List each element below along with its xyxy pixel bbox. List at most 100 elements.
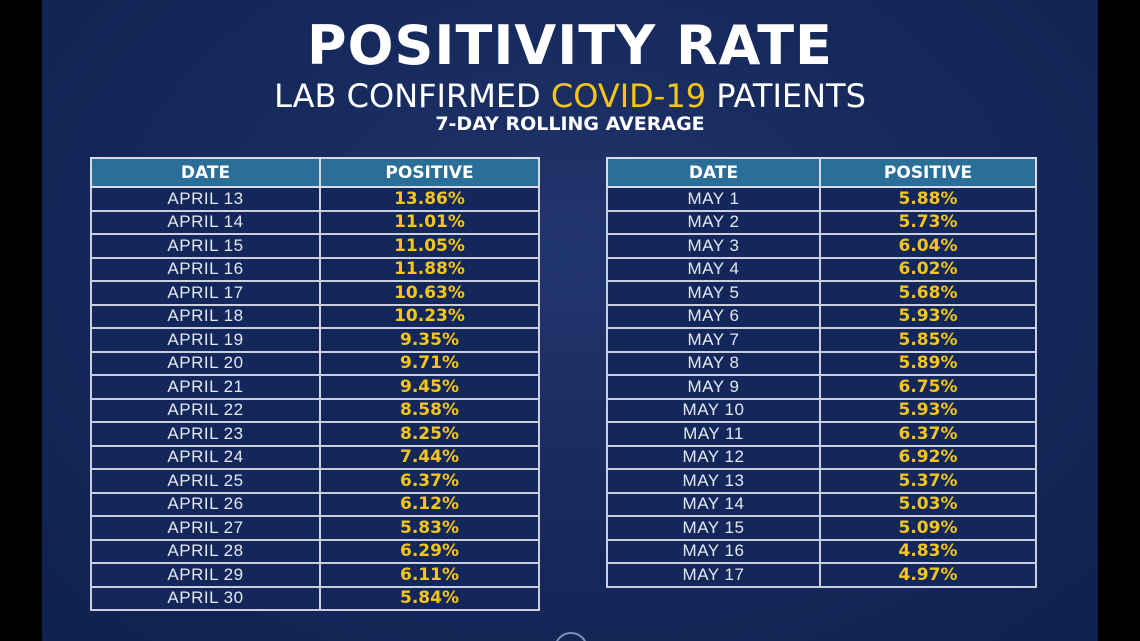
table-row: APRIL 30 5.84% xyxy=(90,585,540,611)
subtitle-highlight: COVID-19 xyxy=(550,77,707,115)
table-row: APRIL 23 8.25% xyxy=(90,421,540,447)
table-row: APRIL 20 9.71% xyxy=(90,350,540,376)
positive-rate-cell: 11.05% xyxy=(319,233,540,259)
positive-rate-cell: 6.37% xyxy=(819,421,1037,447)
positive-rate-cell: 6.37% xyxy=(319,468,540,494)
table-row: APRIL 17 10.63% xyxy=(90,280,540,306)
table-row: MAY 15 5.09% xyxy=(606,515,1037,541)
positive-rate-cell: 5.93% xyxy=(819,397,1037,423)
table-row: MAY 10 5.93% xyxy=(606,397,1037,423)
table-row: APRIL 16 11.88% xyxy=(90,256,540,282)
date-cell: MAY 4 xyxy=(606,256,821,282)
column-header-positive: POSITIVE xyxy=(819,157,1037,188)
date-cell: APRIL 15 xyxy=(90,233,321,259)
table-row: MAY 5 5.68% xyxy=(606,280,1037,306)
date-cell: APRIL 20 xyxy=(90,350,321,376)
date-cell: APRIL 30 xyxy=(90,585,321,611)
date-cell: MAY 17 xyxy=(606,562,821,588)
positive-rate-cell: 6.04% xyxy=(819,233,1037,259)
date-cell: MAY 6 xyxy=(606,303,821,329)
table-row: MAY 3 6.04% xyxy=(606,233,1037,259)
positive-rate-cell: 5.84% xyxy=(319,585,540,611)
subtitle-rolling-average: 7-DAY ROLLING AVERAGE xyxy=(435,113,705,135)
date-cell: MAY 14 xyxy=(606,491,821,517)
positive-rate-cell: 9.35% xyxy=(319,327,540,353)
date-cell: MAY 3 xyxy=(606,233,821,259)
positive-rate-cell: 5.93% xyxy=(819,303,1037,329)
positive-rate-cell: 5.68% xyxy=(819,280,1037,306)
table-row: APRIL 21 9.45% xyxy=(90,374,540,400)
date-cell: MAY 12 xyxy=(606,444,821,470)
date-cell: MAY 2 xyxy=(606,209,821,235)
column-header-date: DATE xyxy=(90,157,321,188)
table-row: MAY 14 5.03% xyxy=(606,491,1037,517)
positive-rate-cell: 4.97% xyxy=(819,562,1037,588)
table-row: APRIL 26 6.12% xyxy=(90,491,540,517)
date-cell: APRIL 19 xyxy=(90,327,321,353)
date-cell: MAY 5 xyxy=(606,280,821,306)
positive-rate-cell: 11.88% xyxy=(319,256,540,282)
date-cell: APRIL 26 xyxy=(90,491,321,517)
table-row: MAY 16 4.83% xyxy=(606,538,1037,564)
table-row: APRIL 24 7.44% xyxy=(90,444,540,470)
positive-rate-cell: 5.85% xyxy=(819,327,1037,353)
logo-circle-icon xyxy=(554,632,588,641)
positive-rate-cell: 5.88% xyxy=(819,186,1037,212)
positive-rate-cell: 11.01% xyxy=(319,209,540,235)
date-cell: MAY 10 xyxy=(606,397,821,423)
date-cell: APRIL 27 xyxy=(90,515,321,541)
table-row: APRIL 29 6.11% xyxy=(90,562,540,588)
positive-rate-cell: 9.45% xyxy=(319,374,540,400)
date-cell: MAY 9 xyxy=(606,374,821,400)
date-cell: APRIL 17 xyxy=(90,280,321,306)
page-title: POSITIVITY RATE xyxy=(307,14,833,77)
positive-rate-cell: 8.25% xyxy=(319,421,540,447)
table-row: MAY 17 4.97% xyxy=(606,562,1037,588)
table-row: APRIL 28 6.29% xyxy=(90,538,540,564)
date-cell: APRIL 21 xyxy=(90,374,321,400)
date-cell: MAY 1 xyxy=(606,186,821,212)
positive-rate-cell: 6.29% xyxy=(319,538,540,564)
april-table-body: APRIL 13 13.86% APRIL 14 11.01% APRIL 15 11.0… xyxy=(90,186,540,611)
date-cell: MAY 7 xyxy=(606,327,821,353)
table-row: MAY 6 5.93% xyxy=(606,303,1037,329)
positive-rate-cell: 6.92% xyxy=(819,444,1037,470)
table-row: MAY 8 5.89% xyxy=(606,350,1037,376)
positive-rate-cell: 5.09% xyxy=(819,515,1037,541)
table-row: MAY 13 5.37% xyxy=(606,468,1037,494)
table-row: MAY 2 5.73% xyxy=(606,209,1037,235)
positive-rate-cell: 5.37% xyxy=(819,468,1037,494)
positive-rate-cell: 10.63% xyxy=(319,280,540,306)
positive-rate-cell: 4.83% xyxy=(819,538,1037,564)
subtitle: LAB CONFIRMED COVID-19 PATIENTS xyxy=(42,76,1098,116)
table-row: MAY 9 6.75% xyxy=(606,374,1037,400)
date-cell: APRIL 13 xyxy=(90,186,321,212)
date-cell: APRIL 29 xyxy=(90,562,321,588)
table-row: APRIL 13 13.86% xyxy=(90,186,540,212)
subtitle-prefix: LAB CONFIRMED xyxy=(274,77,541,115)
subtitle-suffix: PATIENTS xyxy=(716,77,866,115)
date-cell: MAY 15 xyxy=(606,515,821,541)
table-row: APRIL 27 5.83% xyxy=(90,515,540,541)
column-header-positive: POSITIVE xyxy=(319,157,540,188)
positive-rate-cell: 8.58% xyxy=(319,397,540,423)
april-table: DATE POSITIVE APRIL 13 13.86% APRIL 14 11.0… xyxy=(90,157,540,611)
date-cell: APRIL 16 xyxy=(90,256,321,282)
date-cell: APRIL 23 xyxy=(90,421,321,447)
positive-rate-cell: 6.11% xyxy=(319,562,540,588)
graphic-panel: POSITIVITY RATE LAB CONFIRMED COVID-19 P… xyxy=(42,0,1098,641)
table-row: APRIL 22 8.58% xyxy=(90,397,540,423)
table-row: APRIL 25 6.37% xyxy=(90,468,540,494)
table-row: APRIL 15 11.05% xyxy=(90,233,540,259)
date-cell: MAY 13 xyxy=(606,468,821,494)
date-cell: APRIL 24 xyxy=(90,444,321,470)
positive-rate-cell: 5.03% xyxy=(819,491,1037,517)
positive-rate-cell: 9.71% xyxy=(319,350,540,376)
table-row: MAY 4 6.02% xyxy=(606,256,1037,282)
date-cell: MAY 11 xyxy=(606,421,821,447)
date-cell: APRIL 14 xyxy=(90,209,321,235)
date-cell: APRIL 22 xyxy=(90,397,321,423)
table-row: APRIL 18 10.23% xyxy=(90,303,540,329)
table-header-row: DATE POSITIVE xyxy=(606,157,1037,188)
table-row: APRIL 19 9.35% xyxy=(90,327,540,353)
